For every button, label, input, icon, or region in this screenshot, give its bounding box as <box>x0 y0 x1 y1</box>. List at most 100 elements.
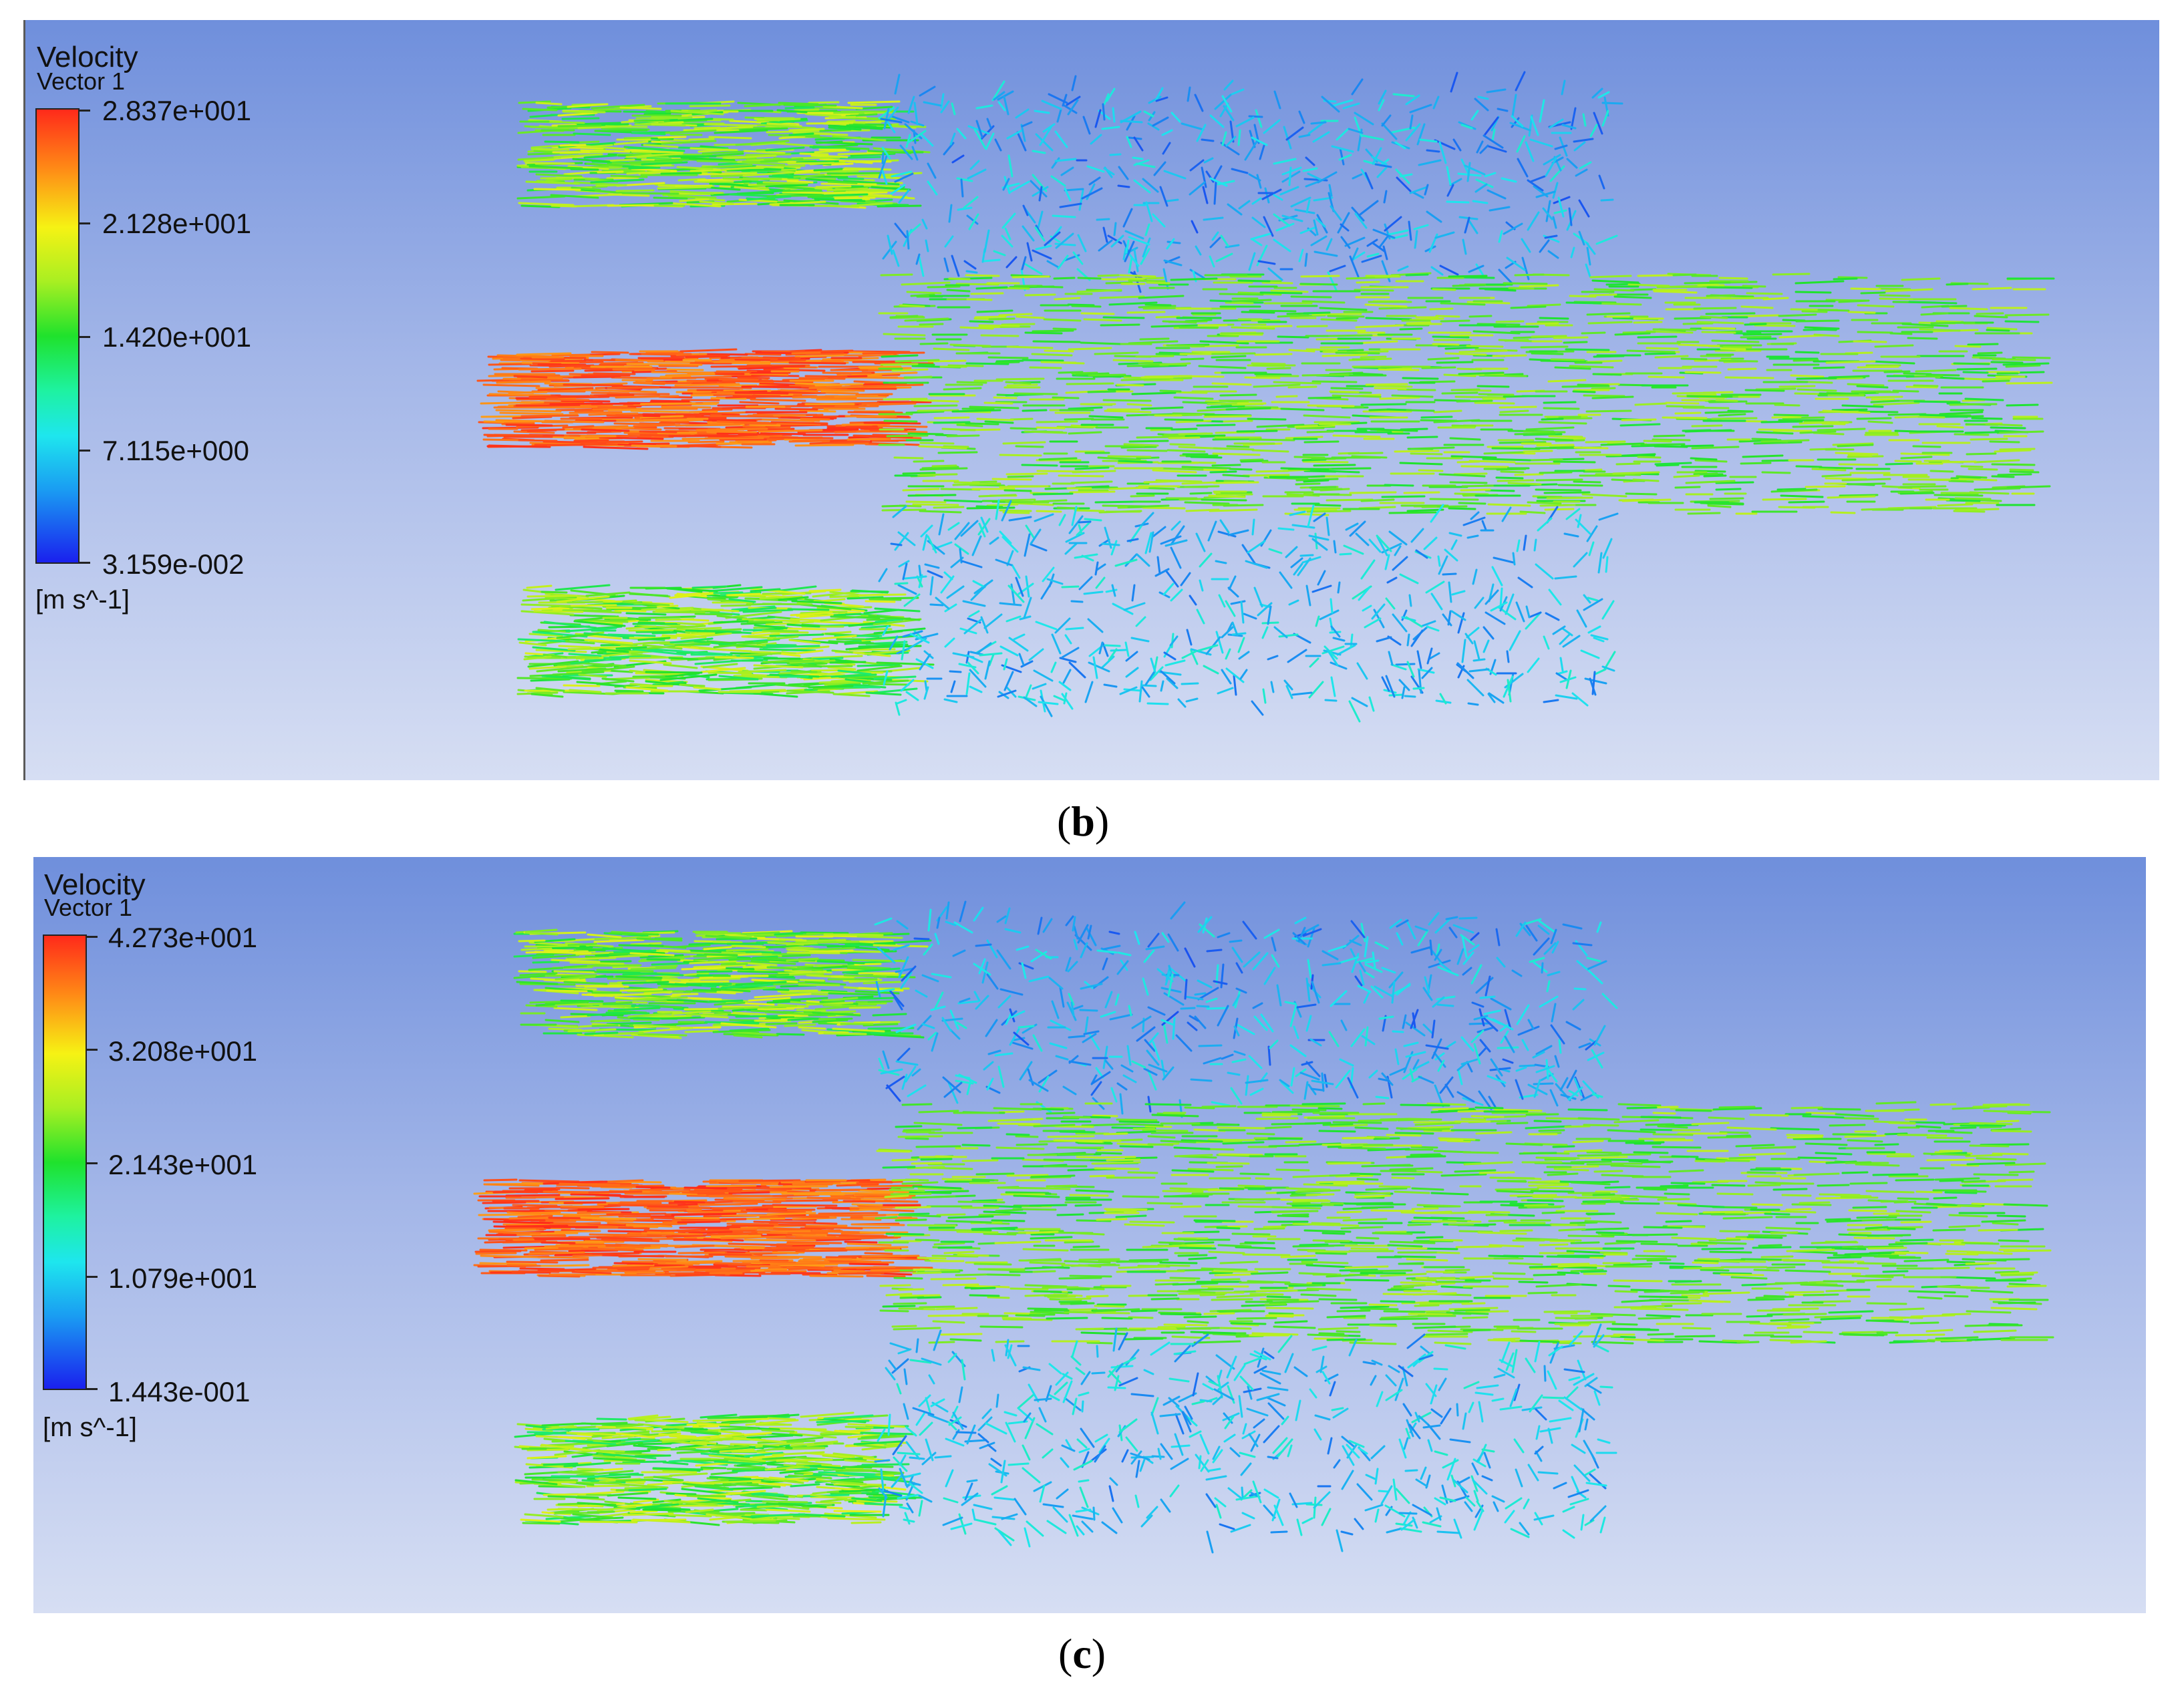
velocity-vector <box>747 635 774 639</box>
velocity-vector <box>743 150 786 154</box>
velocity-vector <box>1401 686 1406 699</box>
velocity-vector <box>1350 633 1354 649</box>
velocity-vector <box>1328 184 1333 197</box>
velocity-vector <box>1351 206 1365 222</box>
velocity-vector <box>1576 609 1587 628</box>
velocity-vector <box>613 140 649 146</box>
velocity-vector <box>828 124 883 130</box>
velocity-vector <box>731 1031 777 1036</box>
velocity-vector <box>812 635 857 641</box>
velocity-vector <box>1273 213 1291 227</box>
velocity-vector <box>1128 236 1150 246</box>
velocity-vector <box>1352 173 1363 180</box>
velocity-vector <box>1307 120 1326 135</box>
velocity-vector <box>1919 328 1961 332</box>
velocity-vector <box>999 602 1022 607</box>
velocity-vector <box>1068 347 1112 351</box>
velocity-vector <box>625 686 669 692</box>
velocity-vector <box>785 352 844 356</box>
velocity-vector <box>1126 136 1132 148</box>
velocity-vector <box>1584 677 1607 685</box>
velocity-vector <box>937 451 978 454</box>
velocity-vector <box>1054 130 1068 148</box>
velocity-vector <box>949 670 962 673</box>
velocity-vector <box>1474 98 1489 112</box>
velocity-vector <box>1221 669 1232 685</box>
velocity-vector <box>1399 573 1419 584</box>
velocity-vector <box>1754 324 1796 327</box>
velocity-vector <box>765 146 805 152</box>
velocity-vector <box>637 637 671 641</box>
velocity-vector <box>1231 326 1275 330</box>
velocity-panel-b: Velocity Vector 1 2.837e+001 2.128e+001 … <box>23 20 2159 780</box>
velocity-vector <box>1105 588 1118 593</box>
velocity-vector <box>786 623 820 628</box>
velocity-vector <box>731 945 763 948</box>
velocity-vector <box>922 534 928 551</box>
velocity-vector <box>1213 481 1259 484</box>
velocity-vector <box>961 560 983 568</box>
velocity-vector <box>1311 538 1328 551</box>
velocity-vector <box>594 129 648 132</box>
velocity-vector <box>1991 475 2015 478</box>
velocity-vector <box>1364 303 1408 308</box>
velocity-vector <box>680 632 732 640</box>
velocity-vector <box>1770 488 1818 493</box>
velocity-vector <box>1308 681 1324 699</box>
velocity-vector <box>1070 600 1084 603</box>
velocity-vector <box>813 168 843 172</box>
velocity-vector <box>1150 324 1199 328</box>
velocity-vector <box>852 959 908 963</box>
velocity-vector <box>1181 481 1219 485</box>
velocity-vector <box>1388 651 1394 666</box>
velocity-vector <box>1247 540 1266 554</box>
velocity-vector <box>1273 626 1288 639</box>
velocity-vector <box>615 646 647 650</box>
velocity-vector <box>1409 186 1428 194</box>
velocity-vector <box>1253 383 1301 388</box>
velocity-vector <box>1164 569 1179 588</box>
velocity-vector <box>985 132 995 150</box>
velocity-vector <box>1221 626 1234 639</box>
velocity-vector <box>751 979 798 983</box>
velocity-vector <box>1307 404 1355 407</box>
velocity-vector <box>693 956 738 961</box>
velocity-vector <box>1170 588 1183 602</box>
velocity-vector <box>1010 502 1054 506</box>
velocity-vector <box>919 442 955 445</box>
velocity-vector <box>716 446 753 449</box>
velocity-vector <box>1432 288 1456 291</box>
velocity-vector <box>1487 503 1531 507</box>
velocity-vector <box>1487 189 1507 200</box>
velocity-vector <box>784 1023 816 1027</box>
velocity-vector <box>828 116 856 119</box>
velocity-vector <box>739 401 780 405</box>
velocity-vector <box>1405 123 1421 142</box>
velocity-vector <box>1563 532 1579 538</box>
velocity-vector <box>1569 365 1614 369</box>
velocity-vector <box>1883 370 1911 373</box>
velocity-vector <box>495 409 562 413</box>
velocity-vector <box>881 354 919 358</box>
velocity-vector <box>1048 93 1068 104</box>
velocity-vector <box>1378 99 1385 112</box>
velocity-vector <box>1081 187 1103 200</box>
velocity-vector <box>762 988 790 991</box>
velocity-vector <box>1349 520 1366 537</box>
velocity-vector <box>1519 510 1546 514</box>
velocity-vector <box>1364 617 1382 629</box>
velocity-vector <box>591 402 641 405</box>
velocity-vector <box>1554 366 1591 370</box>
velocity-vector <box>1078 189 1084 211</box>
velocity-vector <box>1427 357 1460 361</box>
velocity-vector <box>993 91 1005 101</box>
velocity-vector <box>867 1000 893 1003</box>
velocity-vector <box>1379 396 1420 400</box>
velocity-vector <box>1484 374 1527 377</box>
velocity-vector <box>520 378 569 381</box>
velocity-vector <box>1002 178 1010 191</box>
velocity-vector <box>1385 597 1396 610</box>
velocity-vector <box>1644 352 1676 355</box>
velocity-vector <box>970 292 1004 295</box>
velocity-vector <box>1448 532 1462 537</box>
